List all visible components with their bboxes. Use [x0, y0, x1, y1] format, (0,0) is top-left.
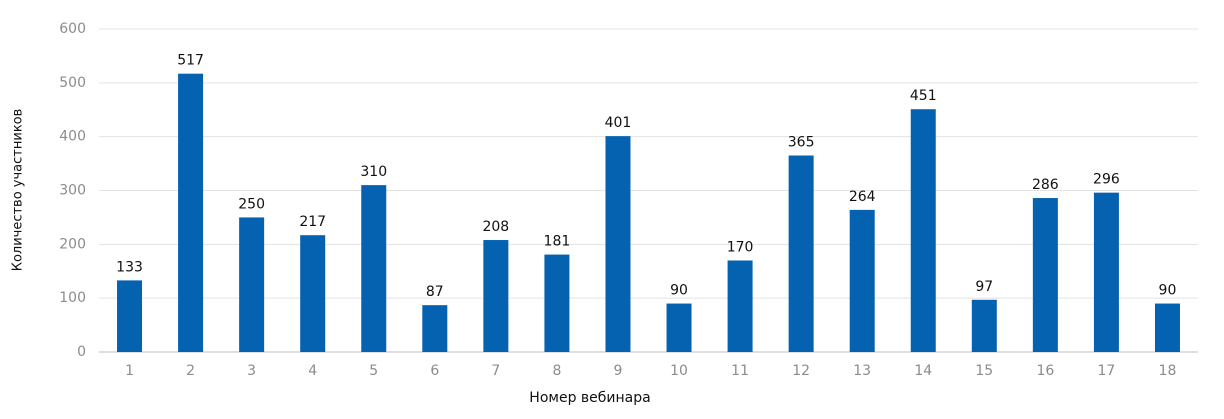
bar — [544, 254, 570, 352]
bar — [483, 240, 509, 352]
data-label: 451 — [910, 88, 937, 104]
data-label: 90 — [1159, 283, 1177, 299]
y-tick-label: 400 — [59, 129, 86, 145]
x-tick-label: 2 — [186, 363, 195, 379]
data-label: 365 — [788, 135, 815, 151]
y-axis-label: Количество участников — [11, 109, 26, 272]
data-label: 401 — [605, 115, 632, 131]
bar — [361, 185, 387, 352]
y-tick-label: 0 — [77, 344, 86, 360]
bar — [971, 299, 997, 352]
bar — [117, 280, 143, 352]
y-tick-label: 300 — [59, 183, 86, 199]
x-tick-label: 16 — [1036, 363, 1054, 379]
x-tick-label: 15 — [975, 363, 993, 379]
data-label: 217 — [299, 214, 326, 230]
bar — [849, 209, 875, 352]
x-tick-label: 18 — [1159, 363, 1177, 379]
x-tick-label: 11 — [731, 363, 749, 379]
bar — [300, 235, 326, 352]
data-label: 264 — [849, 189, 876, 205]
x-tick-label: 8 — [552, 363, 561, 379]
bar — [666, 303, 692, 352]
data-label: 97 — [975, 279, 993, 295]
y-tick-label: 500 — [59, 75, 86, 91]
x-tick-label: 9 — [614, 363, 623, 379]
y-tick-label: 600 — [59, 21, 86, 37]
bar — [178, 73, 204, 352]
bar — [605, 136, 631, 352]
x-tick-label: 17 — [1098, 363, 1116, 379]
data-label: 170 — [727, 239, 754, 255]
x-tick-label: 10 — [670, 363, 688, 379]
x-axis-label: Номер вебинара — [529, 390, 650, 406]
data-label: 133 — [116, 259, 143, 275]
x-tick-label: 1 — [125, 363, 134, 379]
x-tick-label: 5 — [369, 363, 378, 379]
bar — [1032, 198, 1058, 352]
data-label: 87 — [426, 284, 444, 300]
data-label: 517 — [177, 53, 204, 69]
x-tick-label: 14 — [914, 363, 932, 379]
bar — [422, 305, 448, 352]
data-label: 208 — [482, 219, 509, 235]
x-tick-label: 6 — [430, 363, 439, 379]
x-tick-label: 13 — [853, 363, 871, 379]
y-tick-label: 100 — [59, 290, 86, 306]
data-label: 296 — [1093, 172, 1120, 188]
x-tick-label: 12 — [792, 363, 810, 379]
y-tick-label: 200 — [59, 236, 86, 252]
data-label: 310 — [360, 164, 387, 180]
bar — [1154, 303, 1180, 352]
bar — [1093, 192, 1119, 352]
data-label: 181 — [544, 234, 571, 250]
bar — [788, 155, 814, 352]
data-label: 286 — [1032, 177, 1059, 193]
data-label: 250 — [238, 196, 265, 212]
bar — [239, 217, 265, 352]
bar — [910, 109, 936, 352]
x-tick-label: 3 — [247, 363, 256, 379]
data-label: 90 — [670, 283, 688, 299]
x-tick-label: 4 — [308, 363, 317, 379]
x-tick-label: 7 — [491, 363, 500, 379]
bar — [727, 260, 753, 352]
